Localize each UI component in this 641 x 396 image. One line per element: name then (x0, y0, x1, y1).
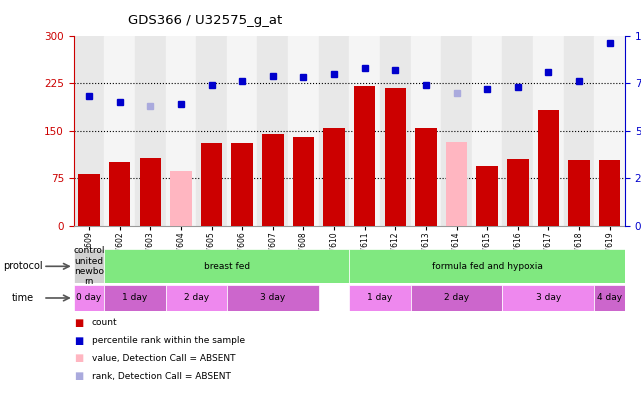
Bar (293, 137, 314, 226)
Bar (538, 110, 559, 226)
Text: formula fed and hypoxia: formula fed and hypoxia (432, 262, 542, 271)
Text: 2 day: 2 day (184, 293, 209, 303)
Bar (441, 36, 472, 226)
Bar (104, 36, 135, 226)
Text: ■: ■ (74, 318, 83, 328)
Text: 4 day: 4 day (597, 293, 622, 303)
Bar (74, 249, 104, 283)
Bar (227, 285, 319, 311)
Text: 3 day: 3 day (260, 293, 285, 303)
Bar (319, 36, 349, 226)
Bar (380, 36, 411, 226)
Bar (349, 285, 411, 311)
Text: count: count (92, 318, 117, 327)
Text: 1 day: 1 day (367, 293, 392, 303)
Bar (563, 36, 594, 226)
Bar (472, 36, 503, 226)
Bar (349, 36, 380, 226)
Bar (165, 285, 227, 311)
Bar (288, 36, 319, 226)
Text: 3 day: 3 day (536, 293, 561, 303)
Text: GDS366 / U32575_g_at: GDS366 / U32575_g_at (128, 14, 283, 27)
Bar (503, 285, 594, 311)
Bar (385, 88, 406, 226)
Bar (476, 166, 498, 226)
Bar (104, 285, 165, 311)
Bar (599, 160, 620, 226)
Text: ■: ■ (74, 371, 83, 381)
Bar (140, 158, 161, 226)
Bar (104, 249, 349, 283)
Bar (533, 36, 563, 226)
Text: time: time (12, 293, 34, 303)
Text: control
united
newbo
rn: control united newbo rn (73, 246, 104, 286)
Bar (569, 160, 590, 226)
Text: protocol: protocol (3, 261, 43, 271)
Bar (594, 285, 625, 311)
Bar (171, 171, 192, 226)
Bar (354, 86, 376, 226)
Bar (415, 128, 437, 226)
Bar (503, 36, 533, 226)
Bar (78, 174, 100, 226)
Bar (323, 128, 345, 226)
Bar (594, 36, 625, 226)
Bar (201, 143, 222, 226)
Text: 1 day: 1 day (122, 293, 147, 303)
Text: value, Detection Call = ABSENT: value, Detection Call = ABSENT (92, 354, 235, 363)
Bar (231, 143, 253, 226)
Bar (507, 159, 528, 226)
Bar (258, 36, 288, 226)
Text: percentile rank within the sample: percentile rank within the sample (92, 336, 245, 345)
Bar (411, 36, 441, 226)
Bar (196, 36, 227, 226)
Text: 2 day: 2 day (444, 293, 469, 303)
Bar (446, 142, 467, 226)
Bar (109, 162, 130, 226)
Text: 0 day: 0 day (76, 293, 102, 303)
Text: ■: ■ (74, 353, 83, 364)
Bar (74, 36, 104, 226)
Text: rank, Detection Call = ABSENT: rank, Detection Call = ABSENT (92, 372, 231, 381)
Bar (135, 36, 165, 226)
Bar (227, 36, 258, 226)
Bar (74, 285, 104, 311)
Bar (349, 249, 625, 283)
Text: breast fed: breast fed (204, 262, 250, 271)
Bar (411, 285, 503, 311)
Bar (165, 36, 196, 226)
Bar (262, 134, 283, 226)
Text: ■: ■ (74, 335, 83, 346)
